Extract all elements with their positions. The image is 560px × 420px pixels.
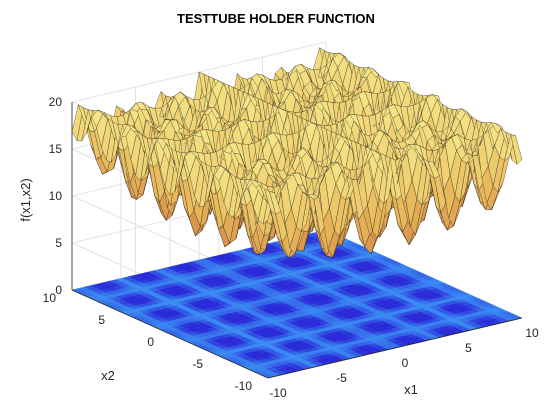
x-axis-line [267, 317, 523, 379]
x-tick-label: 5 [465, 341, 472, 355]
y-tick-label: 5 [98, 313, 105, 327]
y-tick-label: 0 [147, 335, 154, 349]
x-axis-label: x1 [404, 382, 418, 397]
y-axis-label: x2 [101, 368, 115, 383]
axes [71, 102, 523, 379]
contour-floor [71, 229, 523, 379]
tick-labels: 0 5 10 15 20 -10 -5 0 5 10 -10 -5 0 5 10 [43, 95, 539, 400]
y-tick-label: -10 [235, 379, 253, 393]
y-axis-line [71, 289, 269, 379]
z-tick-label: 0 [55, 283, 62, 297]
z-tick-label: 10 [49, 189, 63, 203]
x-tick-label: -10 [269, 386, 287, 400]
z-tick-label: 15 [49, 142, 63, 156]
chart-title: TESTTUBE HOLDER FUNCTION [177, 11, 375, 26]
x-tick-label: 0 [402, 356, 409, 370]
y-tick-label: -5 [192, 357, 203, 371]
z-axis-label: f(x1,x2) [18, 178, 33, 221]
y-tick-label: 10 [43, 291, 57, 305]
z-tick-label: 5 [55, 236, 62, 250]
surface-patch [510, 134, 523, 165]
surface [71, 47, 523, 259]
z-tick-label: 20 [49, 95, 63, 109]
x-tick-label: 10 [525, 326, 539, 340]
x-tick-label: -5 [336, 371, 347, 385]
